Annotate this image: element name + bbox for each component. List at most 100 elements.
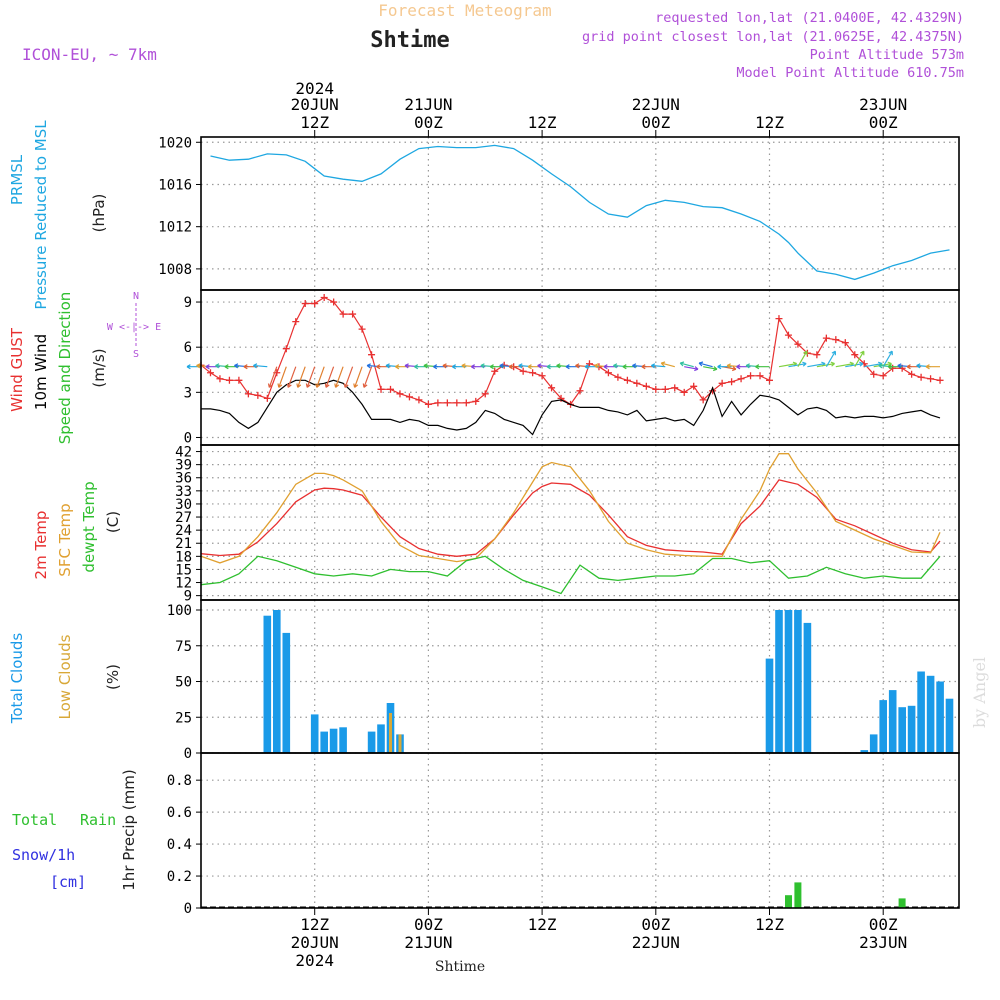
total-cloud-bar [339, 727, 347, 753]
temp-2m-label: 2m Temp [32, 511, 50, 580]
point-altitude: Point Altitude 573m [810, 47, 964, 63]
y-tick-label: 50 [175, 675, 192, 691]
wind-direction-arrow [286, 366, 297, 388]
y-tick-label: 0.8 [167, 773, 192, 789]
wind-gust-point [396, 390, 404, 398]
wind-gust-point [519, 367, 527, 375]
wind-gust-point [424, 400, 432, 408]
total-cloud-bar [282, 632, 291, 753]
wind-direction-arrow [267, 366, 278, 388]
wind-gust-point [443, 399, 451, 407]
wind-gust-point [661, 385, 669, 393]
wind-gust-point [576, 387, 584, 395]
total-cloud-bar [907, 705, 916, 753]
y-tick-label: 33 [175, 484, 192, 500]
wind-gust-point [728, 378, 736, 386]
y-tick-label: 3 [184, 385, 192, 401]
compass-south: S [133, 349, 139, 360]
wind-gust-point [491, 367, 499, 375]
credit-watermark: by Angel [970, 657, 989, 728]
top-axis-hour: 00Z [641, 113, 670, 132]
y-tick-label: 15 [175, 562, 192, 578]
bottom-axis-hour: 00Z [869, 915, 898, 934]
total-cloud-bar [936, 681, 944, 753]
y-tick-label: 21 [175, 536, 192, 552]
y-tick-label: 0 [184, 430, 192, 446]
total-cloud-bar [367, 731, 376, 753]
y-tick-label: 100 [167, 603, 192, 619]
wind-gust-point [813, 351, 821, 359]
wind-gust-point [481, 390, 489, 398]
wind-direction-arrow [324, 366, 335, 388]
y-tick-label: 9 [184, 589, 192, 605]
clouds-total-label: Total Clouds [8, 633, 26, 725]
wind-gust-point [614, 373, 622, 381]
wind-direction-arrow [788, 361, 807, 368]
wind-gust-point [851, 351, 859, 359]
bottom-axis-date: 21JUN [404, 933, 452, 952]
bottom-axis-year: 2024 [295, 951, 334, 970]
total-cloud-bar [803, 622, 812, 753]
rain-bar [794, 882, 802, 908]
wind-gust-point [292, 318, 300, 326]
total-cloud-bar [860, 750, 869, 753]
y-tick-label: 30 [175, 497, 192, 513]
wind-gust-point [311, 300, 319, 308]
y-tick-label: 0.2 [167, 869, 192, 885]
y-tick-label: 12 [175, 576, 192, 592]
total-cloud-bar [320, 731, 328, 753]
compass-north: N [133, 291, 139, 302]
wind-gust-point [832, 336, 840, 344]
wind-gust-point [387, 385, 394, 393]
y-tick-label: 1012 [158, 220, 192, 236]
low-cloud-bar [389, 713, 392, 753]
wind-gust-point [822, 334, 830, 342]
wind-direction-arrow [684, 366, 699, 372]
bottom-axis-date: 22JUN [632, 933, 680, 952]
precip-total-label: Total [12, 811, 57, 829]
bottom-axis-hour: 12Z [300, 915, 329, 934]
y-tick-label: 0 [184, 746, 192, 762]
wind-direction-arrow [253, 363, 268, 369]
total-cloud-bar [329, 728, 338, 753]
footer-station: Shtime [435, 959, 485, 975]
wind-direction-arrow [315, 366, 325, 388]
wind-gust-point [415, 396, 423, 404]
model-label: ICON-EU, ~ 7km [22, 45, 157, 64]
wind-direction-arrow [334, 366, 344, 388]
total-cloud-bar [917, 671, 925, 753]
wind-gust-point [263, 394, 271, 402]
low-cloud-bar [398, 734, 402, 753]
y-tick-label: 9 [184, 295, 192, 311]
wind-gust-point [368, 351, 376, 359]
total-cloud-bar [775, 610, 783, 753]
gridpoint-location: grid point closest lon,lat (21.0625E, 42… [582, 29, 964, 45]
top-axis-year: 2024 [295, 79, 334, 98]
top-axis-hour: 12Z [528, 113, 557, 132]
station-name: Shtime [370, 28, 449, 53]
wind-gust-point [206, 369, 214, 377]
clouds-low-label: Low Clouds [56, 634, 74, 719]
y-tick-label: 75 [175, 639, 192, 655]
wind-direction-arrow [353, 366, 363, 388]
wind-gust-point [358, 325, 366, 333]
wind-gust-point [917, 373, 925, 381]
total-cloud-bar [898, 707, 906, 753]
plot-layer: 1008101210161020036991215182124273033363… [158, 79, 960, 970]
wind-gust-point [453, 399, 461, 407]
wind-gust-point [301, 300, 309, 308]
wind-direction-arrow [362, 366, 373, 388]
wind-gust-point [718, 379, 726, 387]
y-tick-label: 24 [175, 523, 192, 539]
bottom-axis-date: 23JUN [859, 933, 907, 952]
wind-gust-point [434, 399, 442, 407]
precip-cm-label: [cm] [50, 873, 86, 891]
wind-gust-point [879, 372, 887, 380]
top-axis-date: 23JUN [859, 95, 907, 114]
wind-gust-point [244, 390, 252, 398]
wind-direction-arrow [816, 361, 835, 368]
wind-direction-arrow [854, 350, 865, 368]
bottom-axis-hour: 00Z [414, 915, 443, 934]
precip-rain-label: Rain [80, 811, 116, 829]
